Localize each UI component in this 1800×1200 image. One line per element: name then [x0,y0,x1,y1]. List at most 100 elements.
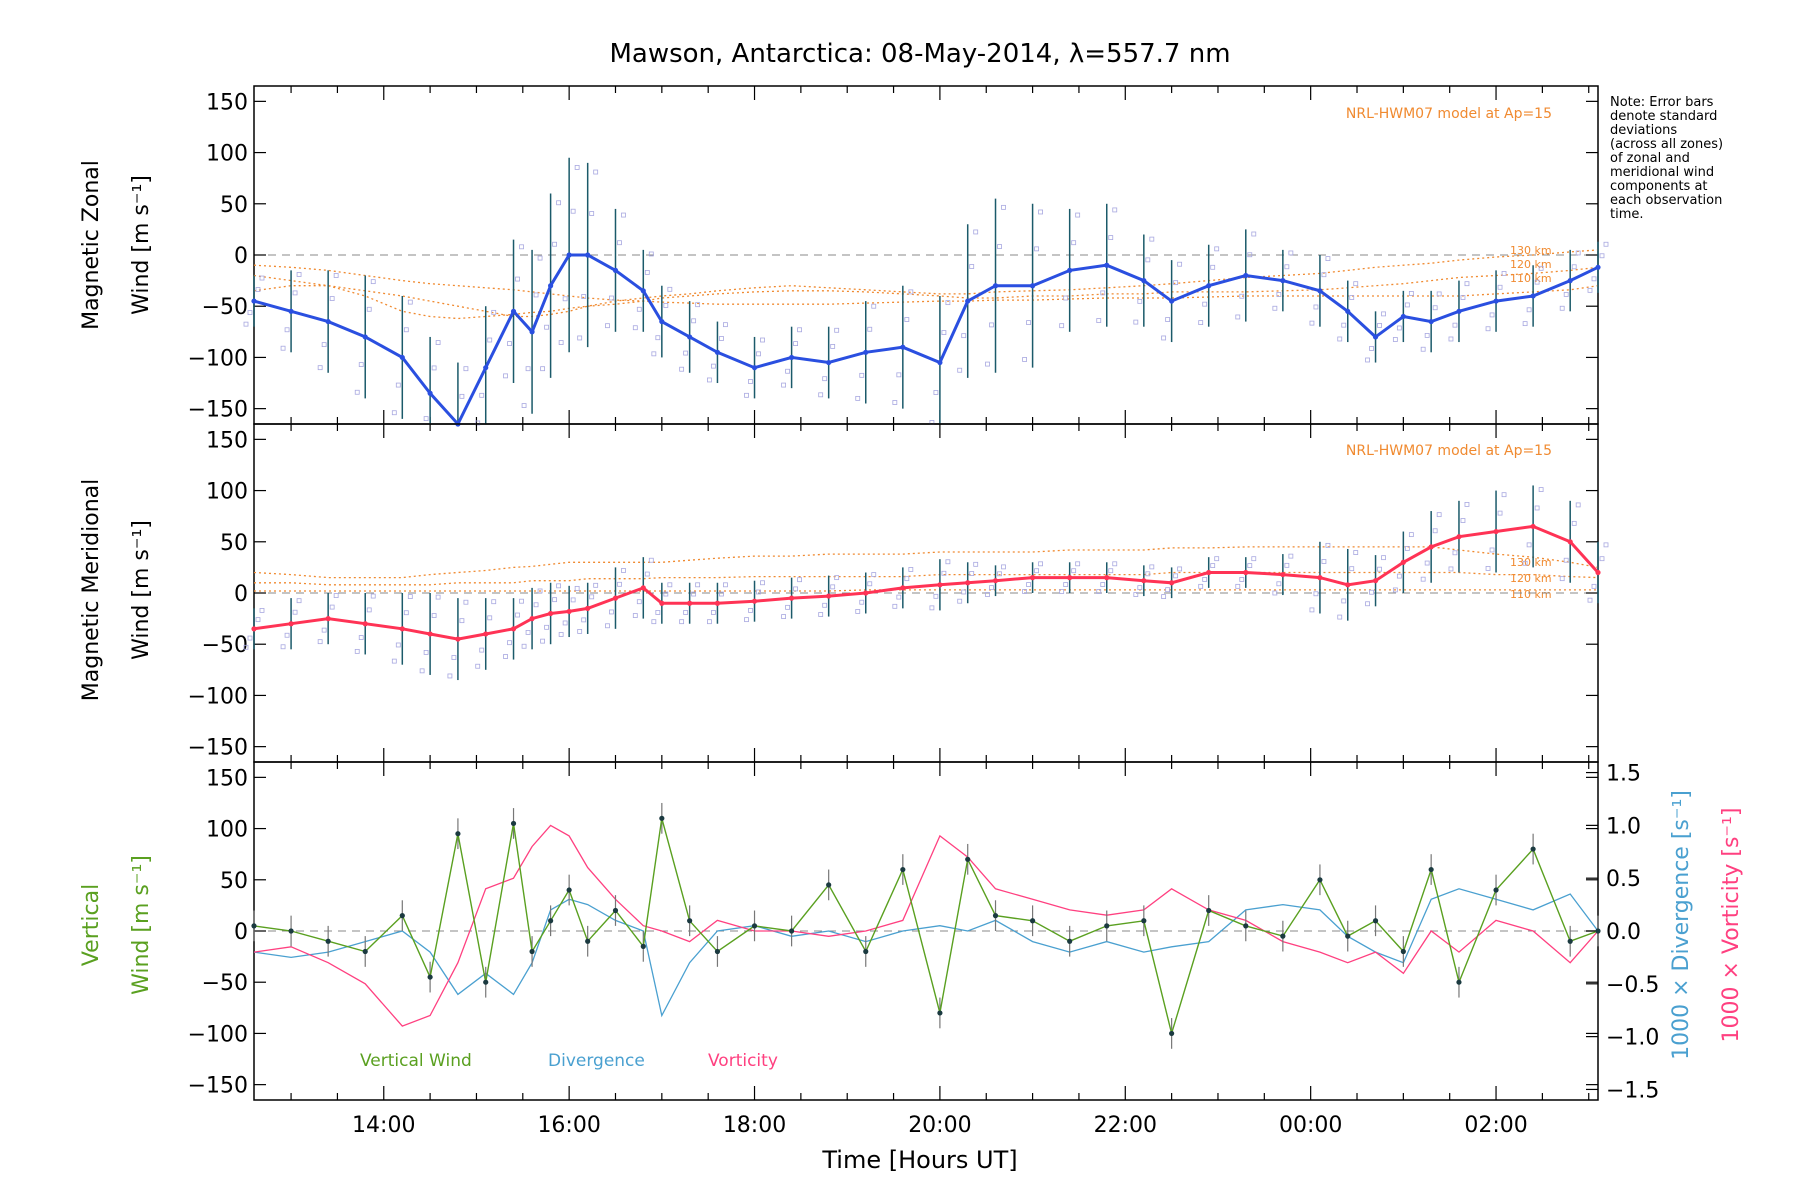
data-point [1243,569,1249,576]
zone-sample [519,244,524,250]
zone-sample [407,299,413,305]
zone-sample [1173,280,1179,286]
zone-sample [329,604,335,610]
zone-sample [1112,561,1118,567]
legend-vertical-wind: Vertical Wind [360,1051,472,1071]
zone-sample [1202,301,1208,307]
y-tick-label: 100 [206,142,248,167]
y-tick-label: 100 [206,818,248,843]
data-point [900,866,906,873]
data-point [566,252,572,258]
zone-sample [621,568,626,573]
zone-sample [707,377,712,383]
zone-sample [1349,295,1355,300]
zone-sample [663,303,669,308]
zone-sample [679,366,685,372]
zone-sample [1404,546,1410,551]
zone-sample [1149,564,1155,570]
zone-sample [636,599,642,605]
zone-sample [247,635,253,641]
data-point [288,621,294,627]
y-right-tick-label: 1.5 [1606,762,1641,787]
zone-sample [1235,314,1241,320]
zone-sample [679,619,685,625]
zone-sample [1432,528,1438,534]
data-point [900,344,906,350]
zone-sample [1424,333,1430,338]
zone-sample [1559,305,1565,311]
zone-sample [479,647,485,653]
zone-sample [1059,589,1065,594]
zone-sample [552,241,558,247]
data-point [1280,571,1286,578]
zone-sample [317,365,323,371]
zone-sample [1177,566,1183,572]
zone-sample [818,392,824,398]
zone-sample [985,361,990,367]
zone-sample [259,608,265,613]
divergence-line [253,888,1599,1018]
zone-sample [1239,577,1245,582]
zone-sample [1526,542,1532,548]
zone-sample [503,373,508,379]
data-point [687,334,693,340]
zone-sample [695,582,701,588]
data-point [1400,948,1406,955]
data-point [714,948,721,955]
data-point [362,948,368,955]
zone-sample [1247,563,1253,569]
model-level-label: 120 km [1510,258,1552,271]
data-point [1029,283,1036,289]
zone-sample [1210,264,1216,270]
zone-sample [834,327,840,333]
note-line: meridional wind [1610,165,1714,180]
data-point [687,918,693,924]
zone-sample [366,306,372,312]
y-tick-label: 0 [234,920,248,945]
zone-sample [797,577,802,583]
zone-sample [1251,231,1257,237]
meridional-wind-panel: Magnetic Meridional Wind [m s⁻¹] NRL-HWM… [79,423,1609,763]
model-line [254,571,1599,586]
data-point [751,923,758,929]
zone-sample [537,588,543,594]
note-line: deviations [1610,123,1677,138]
data-point [1372,918,1379,924]
zone-sample [540,638,546,644]
data-point [1067,267,1073,273]
y-right-tick-label: 0.5 [1606,867,1641,892]
data-point [1567,278,1573,284]
zone-sample [1059,323,1065,329]
zone-sample [655,610,661,615]
data-point [1428,544,1434,550]
zone-sample [1369,346,1374,351]
zone-sample [896,594,902,600]
data-point [1141,578,1147,584]
zone-sample [1489,312,1495,318]
zone-sample [1063,582,1069,587]
zone-sample [243,321,249,327]
zone-sample [1501,271,1507,276]
zone-sample [867,326,873,332]
zone-sample [756,589,761,595]
zone-sample [570,597,576,603]
model-level-label: 130 km [1510,244,1552,257]
data-point [1141,918,1147,924]
data-point [529,948,535,955]
zone-sample [1133,319,1139,325]
zone-sample [1464,281,1470,287]
zone-sample [581,294,587,299]
zone-sample [961,589,967,595]
zone-sample [648,557,654,563]
y-tick-label: 0 [234,582,248,607]
zone-sample [1392,337,1398,342]
data-point [251,626,257,632]
zone-sample [577,629,583,634]
zone-sample [333,593,339,598]
x-tick-label: 00:00 [1279,1113,1342,1138]
zone-sample [945,559,951,565]
zone-sample [1571,520,1577,526]
data-point [288,308,294,314]
zone-sample [487,337,493,343]
zone-sample [904,576,910,582]
